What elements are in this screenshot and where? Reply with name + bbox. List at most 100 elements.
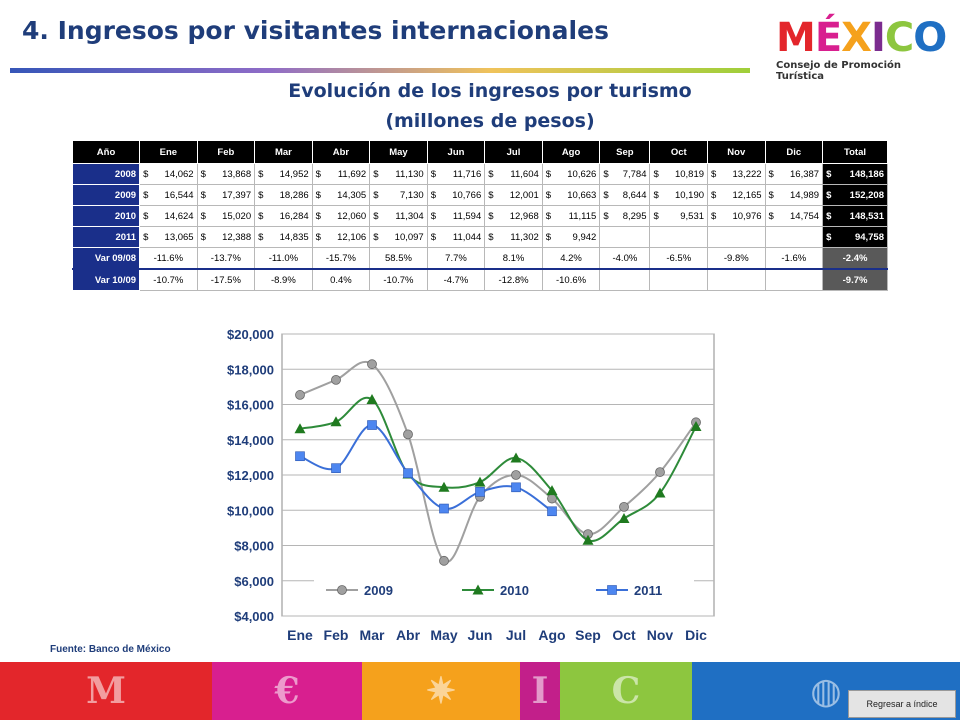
page-title: 4. Ingresos por visitantes internacional… (22, 16, 609, 45)
legend-label-2011: 2011 (634, 583, 662, 598)
value-cell: $11,304 (369, 205, 428, 227)
value-cell: $12,968 (484, 205, 543, 227)
value-cell: $15,020 (196, 205, 256, 227)
percent-total-cell: -9.7% (822, 268, 888, 291)
footer-motif-icon: I (531, 670, 549, 712)
value-cell: $18,286 (254, 184, 313, 206)
x-tick-label: Abr (396, 627, 421, 643)
x-tick-label: Jun (468, 627, 493, 643)
col-header-oct: Oct (649, 140, 709, 164)
value-cell: $11,604 (484, 163, 543, 185)
percent-cell: -9.8% (707, 247, 766, 270)
col-header-ene: Ene (139, 140, 198, 164)
value-cell: $12,001 (484, 184, 543, 206)
income-line-chart: $4,000 $6,000 $8,000 $10,000 $12,000 $14,000 $… (196, 320, 726, 650)
table-row-2010: 2010 $14,624 $15,020 $16,284 $12,060 $11,304 $… (71, 205, 888, 227)
percent-cell: 8.1% (484, 247, 543, 270)
legend-box (314, 578, 694, 600)
point-2010 (366, 393, 378, 404)
point-2009 (619, 502, 629, 512)
mexico-logo: MÉXICO Consejo de Promoción Turística (776, 18, 948, 82)
empty-cell (764, 226, 824, 248)
percent-cell: -17.5% (196, 268, 256, 291)
y-tick-label: $8,000 (234, 539, 274, 554)
table-row-2008: 2008 $14,062 $13,868 $14,952 $11,692 $11,130 $… (71, 163, 888, 185)
col-header-mar: Mar (254, 140, 313, 164)
value-cell: $10,819 (649, 163, 709, 185)
x-tick-label: Ene (287, 627, 313, 643)
footer-band: M € ✷ I C ◍ (0, 662, 960, 720)
row-label: Var 09/08 (71, 247, 141, 270)
point-2009 (439, 555, 449, 566)
percent-cell: 0.4% (311, 268, 371, 291)
value-cell: $7,784 (599, 163, 651, 185)
point-2010 (330, 416, 342, 427)
percent-cell: -8.9% (254, 268, 313, 291)
col-header-may: May (369, 140, 428, 164)
col-header-jun: Jun (426, 140, 486, 164)
col-header-total: Total (822, 140, 888, 164)
table-row-2009: 2009 $16,544 $17,397 $18,286 $14,305 $7,130 $1… (71, 184, 888, 206)
point-2010 (474, 476, 486, 487)
value-cell: $10,976 (707, 205, 766, 227)
point-2010 (546, 485, 558, 496)
percent-cell: -4.0% (599, 247, 651, 270)
percent-cell: -11.6% (139, 247, 198, 270)
point-2009 (367, 359, 377, 370)
x-tick-label: Ago (538, 627, 565, 643)
point-2009 (655, 467, 665, 477)
value-cell: $10,663 (541, 184, 601, 206)
chart-svg: $4,000 $6,000 $8,000 $10,000 $12,000 $14,000 $… (227, 327, 715, 643)
percent-cell: 58.5% (369, 247, 428, 270)
y-tick-label: $4,000 (234, 609, 274, 624)
value-cell: $14,989 (764, 184, 824, 206)
point-2011 (367, 420, 377, 430)
point-2011 (547, 506, 557, 517)
col-header-jul: Jul (484, 140, 543, 164)
table-row-2011: 2011 $13,065 $12,388 $14,835 $12,106 $10,097 $… (71, 226, 888, 248)
point-2009 (295, 390, 305, 400)
value-cell: $17,397 (196, 184, 256, 206)
row-label: 2011 (71, 226, 141, 248)
percent-total-cell: -2.4% (822, 247, 888, 270)
value-cell: $13,222 (707, 163, 766, 185)
x-tick-label: Jul (506, 627, 526, 643)
point-2010 (690, 420, 702, 431)
x-tick-label: Nov (647, 627, 674, 643)
point-2011 (295, 451, 305, 462)
y-tick-label: $6,000 (234, 574, 274, 589)
percent-cell: -11.0% (254, 247, 313, 270)
value-cell: $11,044 (426, 226, 486, 248)
point-2009 (331, 374, 341, 385)
value-cell: $11,716 (426, 163, 486, 185)
col-header-abr: Abr (311, 140, 371, 164)
empty-cell (649, 226, 709, 248)
value-cell: $9,942 (541, 226, 601, 248)
percent-cell (764, 268, 824, 291)
value-cell: $94,758 (822, 226, 888, 248)
value-cell: $11,692 (311, 163, 371, 185)
y-tick-label: $10,000 (227, 503, 274, 518)
col-header-dic: Dic (764, 140, 824, 164)
value-cell: $10,190 (649, 184, 709, 206)
footer-color-block: ✷ (362, 662, 520, 720)
footer-color-block: C (560, 662, 692, 720)
point-2010 (294, 423, 306, 434)
col-header-sep: Sep (599, 140, 651, 164)
table-body: 2008 $14,062 $13,868 $14,952 $11,692 $11,130 $… (71, 163, 888, 291)
source-note: Fuente: Banco de México (50, 644, 171, 655)
col-header-ago: Ago (541, 140, 601, 164)
footer-motif-icon: C (611, 670, 641, 712)
point-2010 (654, 487, 666, 498)
value-cell: $14,835 (254, 226, 313, 248)
value-cell: $12,165 (707, 184, 766, 206)
point-2010 (510, 452, 522, 463)
point-2011 (475, 487, 485, 497)
x-tick-label: Mar (360, 627, 385, 643)
x-tick-label: Sep (575, 627, 601, 643)
value-cell: $13,868 (196, 163, 256, 185)
value-cell: $8,295 (599, 205, 651, 227)
percent-cell: 4.2% (541, 247, 601, 270)
table-header-row: Año Ene Feb Mar Abr May Jun Jul Ago Sep Oct Nov Dic T… (71, 140, 888, 164)
back-to-index-button[interactable]: Regresar a índice (848, 690, 956, 718)
